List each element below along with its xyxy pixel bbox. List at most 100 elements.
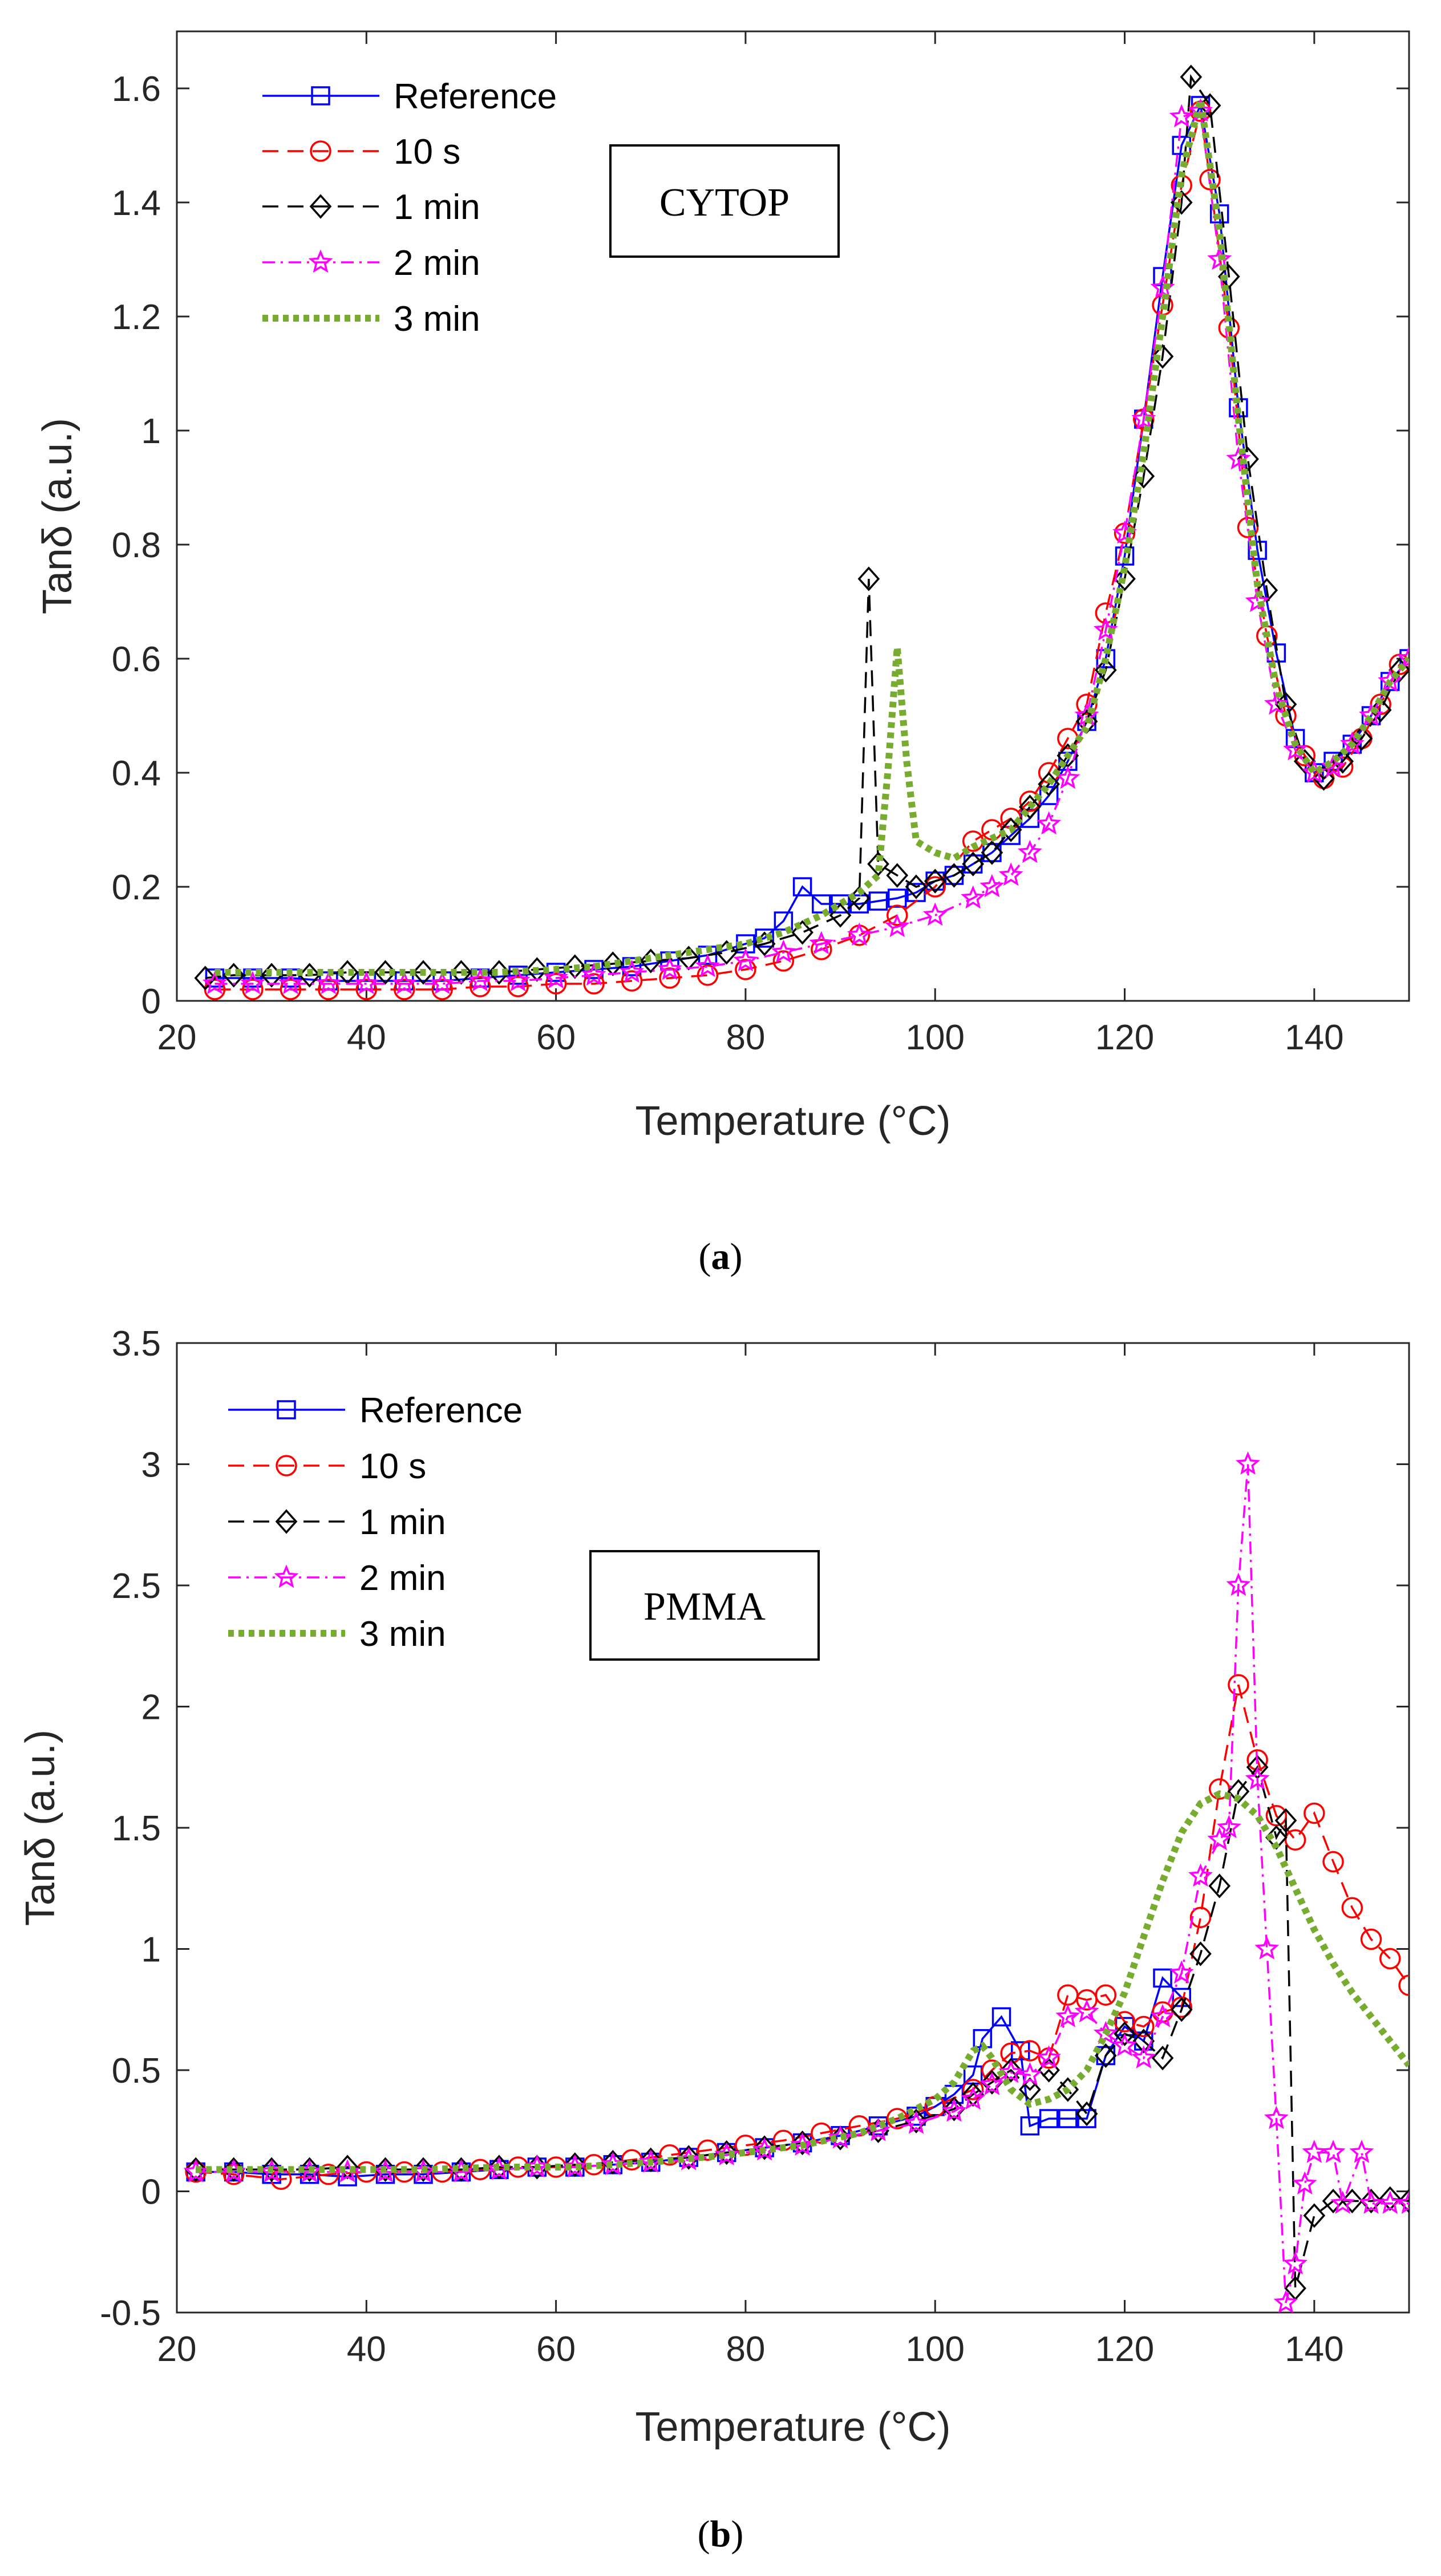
data-point-b-2-min-50 bbox=[1397, 2190, 1409, 2214]
legend-label-reference-b: Reference bbox=[359, 1391, 523, 1430]
legend-entry-10s: 10 s bbox=[262, 132, 460, 172]
data-point-a-2-min-36 bbox=[1264, 691, 1289, 715]
data-point-a-1-min-34 bbox=[1132, 464, 1155, 489]
legend-marker-10-s bbox=[310, 140, 331, 162]
data-point-b-1-min-14 bbox=[715, 2140, 738, 2165]
y-tick-label-a-0: 0 bbox=[141, 982, 161, 1021]
caption-a-open: ( bbox=[699, 1236, 711, 1277]
legend-entry-3min: 3 min bbox=[262, 299, 480, 339]
data-point-a-reference-41 bbox=[1248, 541, 1267, 560]
data-point-a-10-s-9 bbox=[545, 973, 567, 995]
caption-a: (a) bbox=[699, 1236, 743, 1277]
data-point-b-1-min-41 bbox=[1322, 2188, 1345, 2214]
data-point-b-1-min-4 bbox=[336, 2155, 359, 2180]
data-point-a-2-min-12 bbox=[657, 956, 682, 980]
data-point-a-2-min-5 bbox=[392, 971, 417, 995]
data-point-a-10-s-13 bbox=[697, 964, 719, 986]
data-point-a-reference-17 bbox=[792, 877, 812, 896]
data-point-b-2-min-47 bbox=[1349, 2139, 1374, 2163]
data-point-b-2-min-36 bbox=[1226, 1572, 1251, 1596]
y-tick-label-b-4: 1.5 bbox=[112, 1809, 161, 1848]
data-point-a-10-s-16 bbox=[811, 939, 832, 960]
data-point-a-2-min-13 bbox=[695, 954, 720, 977]
data-point-b-10-s-43 bbox=[1398, 1974, 1409, 1996]
data-point-b-1-min-21 bbox=[962, 2082, 985, 2107]
y-axis-title-b: Tanδ (a.u.) bbox=[18, 1730, 63, 1926]
data-point-b-1-min-31 bbox=[1151, 2046, 1174, 2071]
data-point-a-2-min-10 bbox=[581, 962, 606, 986]
y-tick-label-a-8: 1.6 bbox=[112, 70, 161, 109]
data-point-b-1-min-11 bbox=[601, 2149, 624, 2175]
legend-label-1min-b: 1 min bbox=[359, 1503, 446, 1542]
data-point-b-2-min-40 bbox=[1264, 2106, 1289, 2129]
legend-entry-10s-b: 10 s bbox=[228, 1447, 426, 1486]
chart-panel-a: 20 40 60 80 100 120 140 0 0.2 0.4 0.6 0.8 1 1.2 1.4 1.6… bbox=[35, 30, 1410, 1277]
data-point-b-2-min-22 bbox=[979, 2071, 1005, 2095]
data-point-a-1-min-29 bbox=[1038, 772, 1060, 797]
data-point-a-reference-22 bbox=[888, 889, 907, 908]
data-point-a-2-min-9 bbox=[544, 965, 569, 989]
series-line-b-1-min bbox=[196, 1764, 1409, 2289]
data-point-b-2-min-44 bbox=[1302, 2139, 1327, 2163]
x-tick-label-b-40: 40 bbox=[347, 2330, 386, 2369]
data-point-b-reference-26 bbox=[1020, 2116, 1040, 2136]
data-point-b-2-min-30 bbox=[1131, 2045, 1156, 2069]
data-point-b-1-min-23 bbox=[999, 2058, 1022, 2083]
data-point-b-1-min-29 bbox=[1114, 2021, 1136, 2046]
data-point-a-10-s-33 bbox=[1199, 169, 1221, 190]
data-point-a-10-s-18 bbox=[887, 904, 908, 926]
data-point-a-1-min-20 bbox=[867, 851, 889, 877]
data-point-a-1-min-0 bbox=[194, 966, 217, 991]
data-point-b-1-min-27 bbox=[1075, 2101, 1098, 2127]
data-point-b-10-s-20 bbox=[962, 2079, 984, 2100]
data-point-b-2-min-35 bbox=[1216, 1815, 1241, 1839]
data-point-a-reference-18 bbox=[812, 894, 831, 914]
data-point-b-2-min-42 bbox=[1283, 2251, 1308, 2275]
x-tick-label-b-20: 20 bbox=[157, 2330, 197, 2369]
data-point-b-2-min-27 bbox=[1074, 1999, 1099, 2023]
legend-marker-1-min bbox=[309, 194, 332, 219]
data-point-a-10-s-26 bbox=[1076, 693, 1098, 715]
data-point-a-reference-43 bbox=[1285, 729, 1305, 748]
x-tick-label-b-120: 120 bbox=[1095, 2330, 1154, 2369]
x-tick-label-a-100: 100 bbox=[906, 1018, 965, 1057]
data-point-b-2-min-0 bbox=[183, 2159, 208, 2182]
data-point-a-2-min-24 bbox=[1037, 811, 1062, 835]
data-point-b-2-min-29 bbox=[1112, 2033, 1138, 2056]
series-line-b-2-min bbox=[196, 1464, 1409, 2303]
x-axis-title-b: Temperature (°C) bbox=[636, 2404, 951, 2450]
data-point-a-10-s-23 bbox=[1019, 790, 1041, 812]
x-tick-label-a-140: 140 bbox=[1285, 1018, 1343, 1057]
data-point-a-1-min-22 bbox=[905, 874, 928, 899]
x-tick-label-b-60: 60 bbox=[536, 2330, 576, 2369]
x-tick-label-a-80: 80 bbox=[726, 1018, 765, 1057]
data-point-b-reference-24 bbox=[991, 2007, 1011, 2027]
data-point-a-1-min-21 bbox=[886, 863, 909, 888]
data-point-b-10-s-3 bbox=[318, 2164, 339, 2185]
legend-label-3min-b: 3 min bbox=[359, 1614, 446, 1654]
data-point-a-2-min-34 bbox=[1226, 446, 1251, 470]
series-group-a bbox=[194, 64, 1409, 1000]
legend-entry-1min: 1 min bbox=[262, 188, 480, 227]
data-point-b-1-min-33 bbox=[1189, 1941, 1212, 1966]
data-point-b-1-min-42 bbox=[1341, 2188, 1363, 2214]
x-tick-label-a-20: 20 bbox=[157, 1018, 197, 1057]
series-group-b bbox=[183, 1451, 1409, 2313]
data-point-a-2-min-40 bbox=[1339, 731, 1365, 755]
data-point-a-2-min-20 bbox=[961, 885, 986, 909]
series-line-a-1-min bbox=[205, 74, 1400, 979]
data-point-a-1-min-25 bbox=[962, 851, 985, 877]
data-point-a-reference-1 bbox=[243, 968, 262, 988]
data-point-b-10-s-37 bbox=[1284, 1829, 1306, 1851]
chart-panel-b: 20 40 60 80 100 120 140 -0.5 0 0.5 1 1.5 2 2.5 3 3.5 Re… bbox=[18, 1324, 1410, 2555]
data-point-a-1-min-32 bbox=[1094, 658, 1117, 683]
data-point-a-2-min-1 bbox=[240, 971, 265, 995]
data-point-a-10-s-7 bbox=[469, 976, 491, 997]
series-line-a-10-s bbox=[214, 111, 1400, 991]
data-point-a-reference-39 bbox=[1209, 204, 1229, 224]
data-point-b-1-min-20 bbox=[943, 2096, 965, 2121]
data-point-b-10-s-32 bbox=[1189, 1906, 1212, 1928]
data-point-b-1-min-32 bbox=[1170, 1997, 1193, 2022]
data-point-a-10-s-5 bbox=[394, 979, 415, 1000]
